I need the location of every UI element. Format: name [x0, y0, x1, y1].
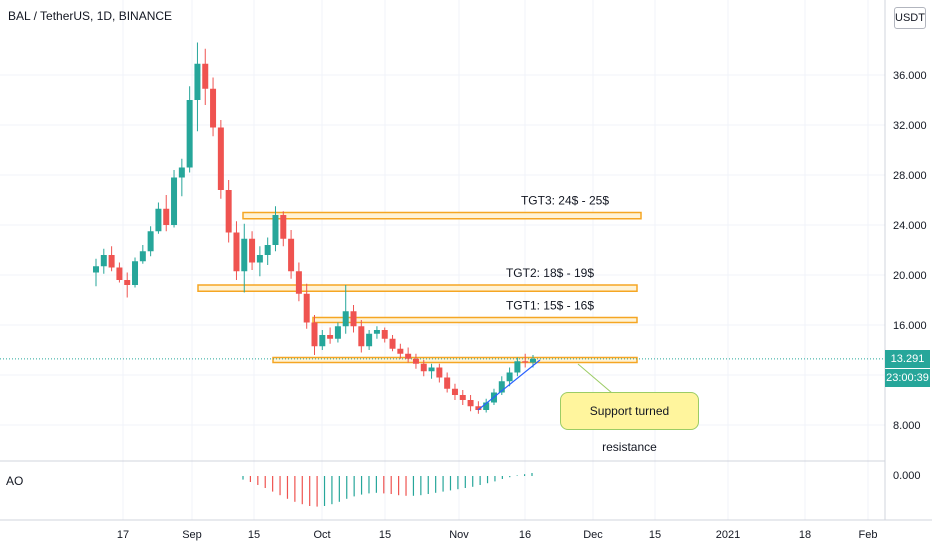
currency-button[interactable]: USDT — [894, 7, 926, 29]
candle-body — [194, 63, 201, 100]
time-tick-label: 15 — [248, 529, 260, 541]
candle-body — [163, 208, 170, 225]
candle-body — [233, 232, 240, 272]
time-tick-label: Feb — [859, 529, 878, 541]
time-tick-label: Sep — [182, 529, 202, 541]
time-axis[interactable]: 17 Sep 15 Oct 15 Nov 16 Dec 15 2021 18 Feb — [117, 529, 878, 541]
candle-body — [155, 208, 162, 232]
target-zone — [312, 316, 638, 324]
candle-body — [249, 238, 256, 263]
time-tick-label: 15 — [379, 529, 391, 541]
candle-body — [436, 367, 443, 378]
candle-body — [342, 311, 349, 327]
candle-body — [132, 261, 139, 285]
candle-body — [303, 293, 310, 323]
price-tick-label: 32.000 — [893, 120, 927, 132]
candle-body — [530, 358, 536, 363]
candle-body — [405, 353, 412, 359]
candle-body — [428, 367, 435, 372]
candle-body — [444, 377, 451, 389]
candle-body — [522, 361, 529, 363]
candle-body — [358, 326, 365, 347]
candle-body — [210, 88, 217, 128]
candle-body — [100, 255, 107, 267]
time-tick-label: 16 — [519, 529, 531, 541]
time-tick-label: 15 — [649, 529, 661, 541]
candle-body — [288, 238, 295, 272]
candle-body — [178, 167, 185, 178]
price-tick-label: 28.000 — [893, 170, 927, 182]
candle-body — [498, 381, 505, 393]
candle-body — [475, 406, 482, 410]
ao-zero-label: 0.000 — [893, 470, 921, 482]
symbol-title[interactable]: BAL / TetherUS, 1D, BINANCE — [8, 9, 173, 23]
candle-body — [373, 330, 380, 334]
candle-body — [366, 333, 373, 347]
target-zone-label: TGT2: 18$ - 19$ — [506, 266, 594, 280]
price-tick-label: 8.000 — [893, 420, 921, 432]
target-zone — [197, 284, 638, 292]
candle-body — [202, 63, 209, 89]
candle-body — [225, 190, 232, 233]
time-tick-label: 17 — [117, 529, 129, 541]
candle-body — [483, 402, 490, 410]
candle-body — [327, 335, 334, 339]
candle-body — [186, 100, 193, 168]
candle-body — [420, 363, 427, 372]
awesome-oscillator-bars — [242, 473, 533, 507]
candle-body — [412, 358, 419, 364]
countdown-badge: 23:00:39 — [885, 368, 930, 387]
support-resistance-callout: Support turned resistance — [560, 392, 699, 454]
candle-body — [272, 215, 279, 245]
candle-body — [514, 361, 521, 373]
target-zone-label: TGT1: 15$ - 16$ — [506, 299, 594, 313]
candle-body — [116, 267, 123, 280]
price-tick-label: 16.000 — [893, 320, 927, 332]
candle-body — [280, 215, 287, 239]
target-zones: TGT3: 24$ - 25$ TGT2: 18$ - 19$ TGT1: 15$ … — [197, 194, 642, 364]
time-tick-label: 2021 — [716, 529, 740, 541]
time-tick-label: 18 — [799, 529, 811, 541]
candle-body — [93, 266, 99, 273]
price-tick-label: 20.000 — [893, 270, 927, 282]
candle-body — [256, 255, 263, 263]
target-zone — [242, 211, 642, 220]
last-price-badge: 13.291 — [885, 349, 930, 368]
candle-body — [264, 245, 271, 255]
candle-body — [389, 338, 396, 349]
candles — [93, 42, 536, 414]
candle-body — [319, 335, 326, 347]
time-tick-label: Nov — [449, 529, 469, 541]
chart-grid — [0, 0, 885, 520]
candle-body — [147, 231, 154, 252]
candle-body — [241, 238, 248, 272]
candle-body — [397, 348, 404, 354]
trend-line — [477, 359, 541, 411]
candle-body — [311, 322, 318, 347]
price-tick-label: 24.000 — [893, 220, 927, 232]
candle-body — [217, 127, 224, 190]
price-tick-label: 36.000 — [893, 70, 927, 82]
time-tick-label: Oct — [313, 529, 330, 541]
candle-body — [506, 372, 513, 382]
ao-indicator-label[interactable]: AO — [6, 474, 24, 488]
candle-body — [108, 255, 115, 268]
callout-pointer — [577, 363, 632, 394]
target-zone — [272, 356, 638, 364]
candle-body — [459, 395, 466, 400]
time-tick-label: Dec — [583, 529, 603, 541]
candle-body — [381, 330, 388, 339]
candle-body — [350, 311, 357, 327]
candle-body — [124, 280, 131, 285]
candle-body — [295, 271, 302, 294]
support-trend-line — [477, 359, 541, 411]
candle-body — [467, 400, 474, 407]
candle-body — [334, 326, 341, 339]
candle-body — [139, 251, 146, 262]
candle-body — [451, 388, 458, 395]
target-zone-label: TGT3: 24$ - 25$ — [521, 194, 609, 208]
candle-body — [171, 177, 178, 225]
